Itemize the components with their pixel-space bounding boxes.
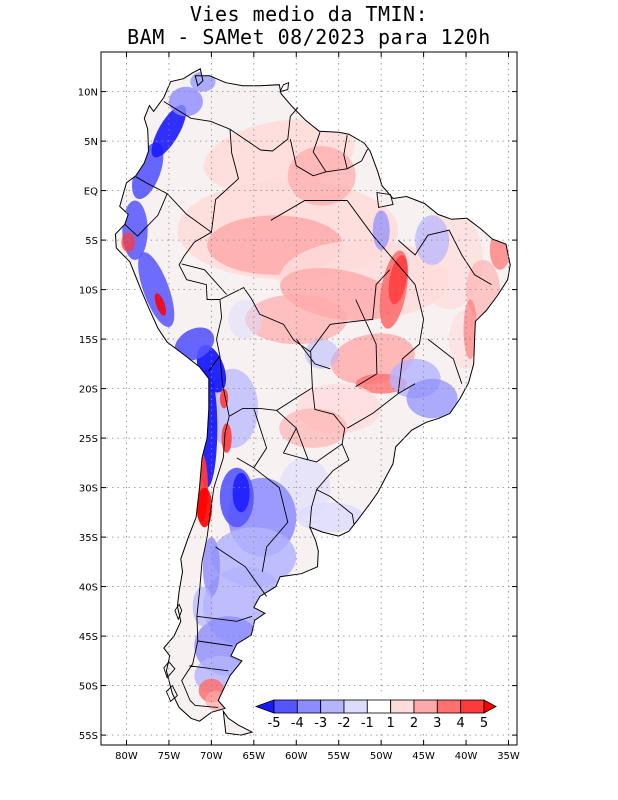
lat-tick-label: 40S bbox=[79, 583, 98, 594]
lat-tick-label: 30S bbox=[79, 484, 98, 495]
colorbar-label: 3 bbox=[433, 716, 441, 731]
lat-tick-label: EQ bbox=[84, 187, 98, 198]
lat-tick-label: 25S bbox=[79, 434, 98, 445]
colorbar-box bbox=[413, 699, 438, 714]
lat-tick-label: 55S bbox=[79, 731, 98, 742]
lon-tick-label: 70W bbox=[200, 751, 223, 762]
colorbar-label: 4 bbox=[457, 716, 465, 731]
lon-tick-label: 35W bbox=[497, 751, 520, 762]
map-title: Vies medio da TMIN: bbox=[189, 2, 429, 26]
colorbar-box bbox=[343, 699, 368, 714]
lat-tick-label: 5N bbox=[84, 137, 98, 148]
map-frame bbox=[100, 51, 518, 746]
colorbar-box bbox=[436, 699, 461, 714]
lat-tick-label: 15S bbox=[79, 335, 98, 346]
country-borders bbox=[124, 101, 492, 708]
colorbar-box bbox=[273, 699, 298, 714]
colorbar-box bbox=[390, 699, 415, 714]
colorbar-label: 2 bbox=[410, 716, 418, 731]
lon-tick-label: 75W bbox=[158, 751, 181, 762]
lat-tick-label: 5S bbox=[85, 236, 98, 247]
coastline bbox=[114, 68, 511, 736]
colorbar-box bbox=[366, 699, 391, 714]
lon-tick-label: 40W bbox=[455, 751, 478, 762]
latitude-axis: 10N 5N EQ 5S 10S 15S 20S 25S 30S 35S 40S 45S 50S 55S bbox=[78, 88, 517, 742]
colorbar-label: -5 bbox=[268, 716, 281, 731]
colorbar-label: -4 bbox=[291, 716, 304, 731]
lon-tick-label: 65W bbox=[243, 751, 266, 762]
lon-tick-label: 50W bbox=[370, 751, 393, 762]
lon-tick-label: 80W bbox=[115, 751, 138, 762]
map-subtitle: BAM - SAMet 08/2023 para 120h bbox=[127, 25, 491, 49]
colorbar-box bbox=[320, 699, 345, 714]
colorbar-box bbox=[460, 699, 485, 714]
colorbar-label: 5 bbox=[480, 716, 488, 731]
lon-tick-label: 60W bbox=[285, 751, 308, 762]
lat-tick-label: 35S bbox=[79, 533, 98, 544]
lat-tick-label: 10S bbox=[79, 286, 98, 297]
colorbar: -5 -4 -3 -2 -1 1 2 3 4 5 bbox=[254, 694, 498, 732]
colorbar-label: -1 bbox=[361, 716, 374, 731]
lat-tick-label: 10N bbox=[78, 88, 98, 99]
lat-tick-label: 45S bbox=[79, 632, 98, 643]
lat-tick-label: 20S bbox=[79, 385, 98, 396]
colorbar-arrow-high bbox=[483, 699, 497, 714]
colorbar-box bbox=[296, 699, 321, 714]
colorbar-label: 1 bbox=[387, 716, 395, 731]
colorbar-label: -3 bbox=[314, 716, 327, 731]
lon-tick-label: 45W bbox=[412, 751, 435, 762]
longitude-axis: 80W 75W 70W 65W 60W 55W 50W 45W 40W 35W bbox=[115, 52, 520, 762]
colorbar-label: -2 bbox=[338, 716, 351, 731]
lat-tick-label: 50S bbox=[79, 682, 98, 693]
lon-tick-label: 55W bbox=[327, 751, 350, 762]
gridlines bbox=[101, 52, 517, 745]
